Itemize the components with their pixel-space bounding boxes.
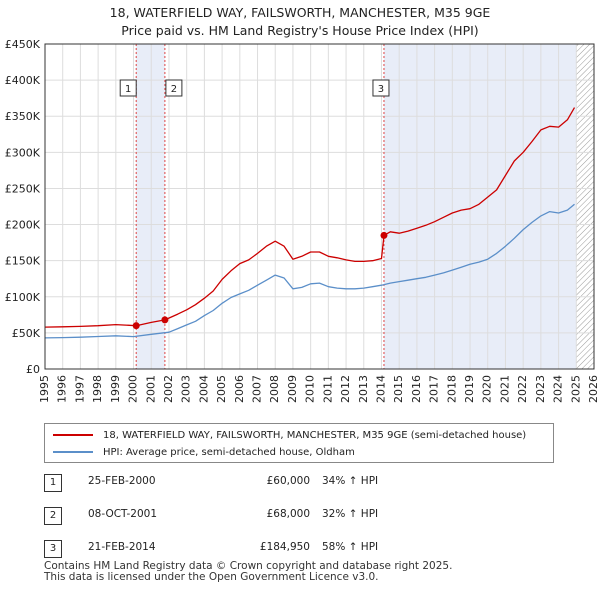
sale-marker-1 — [132, 322, 140, 330]
x-tick-label: 2015 — [392, 375, 405, 403]
sale-row-3: 3 21-FEB-2014 £184,950 58% ↑ HPI — [44, 538, 444, 558]
annotation-box-2: 2 — [165, 79, 183, 97]
sale-marker-3 — [380, 231, 388, 239]
footer-line-2: This data is licensed under the Open Gov… — [44, 571, 379, 583]
chart-title: 18, WATERFIELD WAY, FAILSWORTH, MANCHEST… — [0, 4, 600, 40]
sale-date-2: 08-OCT-2001 — [88, 508, 157, 520]
y-tick-label: £200K — [5, 219, 41, 232]
sale-price-1: £60,000 — [266, 475, 310, 487]
x-tick-label: 2003 — [180, 375, 193, 403]
x-tick-label: 2006 — [233, 375, 246, 403]
x-tick-label: 2021 — [498, 375, 511, 403]
title-line-2: Price paid vs. HM Land Registry's House … — [121, 23, 479, 38]
footer-line-1: Contains HM Land Registry data © Crown c… — [44, 560, 453, 572]
x-tick-label: 2017 — [428, 375, 441, 403]
sale-hpi-3: 58% ↑ HPI — [322, 541, 379, 553]
sale-date-3: 21-FEB-2014 — [88, 541, 156, 553]
x-tick-label: 1996 — [56, 375, 69, 403]
x-tick-label: 1998 — [91, 375, 104, 403]
hpi-line — [44, 203, 575, 339]
hpi-line-swatch — [53, 451, 93, 453]
x-tick-label: 2010 — [304, 375, 317, 403]
annotation-label: 1 — [125, 84, 131, 95]
x-tick-label: 1995 — [38, 375, 51, 403]
sale-marker-2 — [161, 316, 169, 324]
annotation-box-frame — [372, 79, 390, 97]
x-tick-label: 2025 — [569, 375, 582, 403]
sale-badge-1: 1 — [44, 474, 62, 492]
sale-hpi-1: 34% ↑ HPI — [322, 475, 379, 487]
sale-price-3: £184,950 — [259, 541, 310, 553]
y-tick-label: £400K — [5, 74, 41, 87]
x-tick-label: 2019 — [463, 375, 476, 403]
x-tick-label: 2013 — [357, 375, 370, 403]
sale-price-2: £68,000 — [266, 508, 310, 520]
x-tick-label: 2024 — [552, 375, 565, 403]
x-tick-label: 2007 — [251, 375, 264, 403]
annotation-box-1: 1 — [119, 79, 137, 97]
x-tick-label: 1997 — [73, 375, 86, 403]
price-chart: £0 £50K £100K £150K £200K £250K £300K £350K £400… — [5, 38, 600, 403]
annotation-label: 3 — [378, 84, 384, 95]
x-tick-label: 2005 — [215, 375, 228, 403]
y-tick-label: £50K — [12, 327, 41, 340]
legend-label-hpi: HPI: Average price, semi-detached house,… — [103, 446, 355, 458]
x-tick-label: 2023 — [534, 375, 547, 403]
annotation-box-3: 3 — [372, 79, 390, 97]
x-tick-label: 2014 — [374, 375, 387, 403]
plot-border — [44, 43, 595, 370]
sale-date-1: 25-FEB-2000 — [88, 475, 156, 487]
property-line-swatch — [53, 434, 93, 436]
footer: Contains HM Land Registry data © Crown c… — [44, 561, 452, 583]
x-tick-label: 1999 — [109, 375, 122, 403]
sale-hpi-2: 32% ↑ HPI — [322, 508, 379, 520]
y-tick-label: £300K — [5, 146, 41, 159]
y-tick-label: £250K — [5, 182, 41, 195]
future-hatch — [576, 44, 594, 369]
x-tick-label: 2018 — [445, 375, 458, 403]
y-tick-label: £100K — [5, 291, 41, 304]
legend-item-property: 18, WATERFIELD WAY, FAILSWORTH, MANCHEST… — [53, 427, 526, 443]
shaded-period-2 — [383, 44, 577, 369]
legend-label-property: 18, WATERFIELD WAY, FAILSWORTH, MANCHEST… — [103, 429, 527, 441]
annotation-box-frame — [165, 79, 183, 97]
y-tick-label: £450K — [5, 38, 41, 51]
sale-row-1: 1 25-FEB-2000 £60,000 34% ↑ HPI — [44, 472, 444, 492]
legend: 18, WATERFIELD WAY, FAILSWORTH, MANCHEST… — [44, 423, 554, 463]
x-tick-label: 2026 — [587, 375, 600, 403]
x-tick-label: 2011 — [321, 375, 334, 403]
x-tick-label: 2022 — [516, 375, 529, 403]
annotation-label: 2 — [171, 84, 177, 95]
x-tick-label: 2008 — [268, 375, 281, 403]
sale-badge-2: 2 — [44, 507, 62, 525]
y-tick-label: £350K — [5, 110, 41, 123]
legend-item-hpi: HPI: Average price, semi-detached house,… — [53, 444, 355, 460]
x-tick-label: 2016 — [410, 375, 423, 403]
sale-badge-3: 3 — [44, 540, 62, 558]
x-tick-label: 2012 — [339, 375, 352, 403]
sale-row-2: 2 08-OCT-2001 £68,000 32% ↑ HPI — [44, 505, 444, 525]
x-tick-label: 2009 — [286, 375, 299, 403]
x-tick-label: 2001 — [144, 375, 157, 403]
y-tick-label: £0 — [26, 363, 40, 376]
x-tick-label: 2004 — [197, 375, 210, 403]
x-tick-label: 2002 — [162, 375, 175, 403]
y-tick-label: £150K — [5, 255, 41, 268]
title-line-1: 18, WATERFIELD WAY, FAILSWORTH, MANCHEST… — [109, 5, 491, 20]
annotation-box-frame — [119, 79, 137, 97]
x-tick-label: 2020 — [481, 375, 494, 403]
x-tick-label: 2000 — [127, 375, 140, 403]
property-price-line — [44, 107, 576, 328]
shaded-period-1 — [136, 44, 165, 369]
